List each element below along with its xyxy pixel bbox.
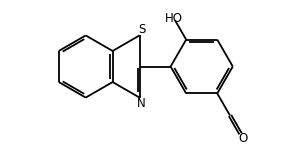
Text: O: O [238,132,248,145]
Text: HO: HO [165,12,183,24]
Text: S: S [138,23,145,36]
Text: N: N [137,97,146,110]
